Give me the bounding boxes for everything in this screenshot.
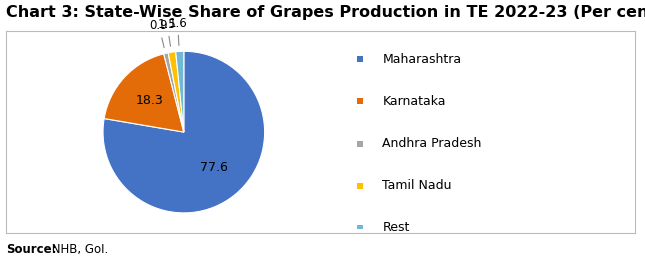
Text: NHB, GoI.: NHB, GoI. <box>48 243 108 256</box>
Text: Maharashtra: Maharashtra <box>382 53 461 66</box>
Text: Andhra Pradesh: Andhra Pradesh <box>382 137 482 150</box>
Text: 77.6: 77.6 <box>200 161 228 174</box>
Wedge shape <box>104 54 184 132</box>
Text: Chart 3: State-Wise Share of Grapes Production in TE 2022-23 (Per cent): Chart 3: State-Wise Share of Grapes Prod… <box>6 5 645 20</box>
Text: 0.9: 0.9 <box>150 19 168 48</box>
Wedge shape <box>168 52 184 132</box>
Text: Karnataka: Karnataka <box>382 95 446 108</box>
Text: 18.3: 18.3 <box>135 94 163 107</box>
Text: 1.6: 1.6 <box>168 17 187 45</box>
Text: Tamil Nadu: Tamil Nadu <box>382 179 452 192</box>
Wedge shape <box>103 51 264 213</box>
Text: 1.5: 1.5 <box>158 18 177 46</box>
Text: Rest: Rest <box>382 221 410 234</box>
Wedge shape <box>175 51 184 132</box>
Text: Source:: Source: <box>6 243 57 256</box>
Wedge shape <box>164 53 184 132</box>
